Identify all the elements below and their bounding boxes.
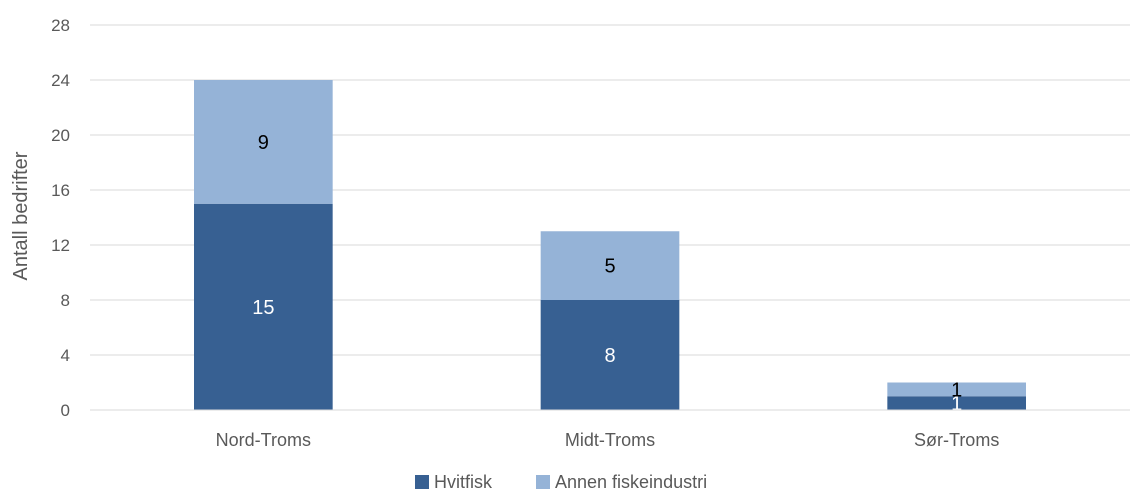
bar-value-label: 1 (951, 393, 962, 415)
bar-segment (540, 231, 680, 300)
bar-value-label: 15 (252, 297, 274, 319)
y-tick-label: 24 (51, 71, 70, 90)
y-tick-label: 8 (61, 291, 70, 310)
bars (194, 80, 1026, 410)
bar-value-label: 5 (604, 256, 615, 278)
legend-swatch (415, 475, 429, 489)
data-labels: 15 9 8 5 11 (252, 132, 962, 415)
legend: Hvitfisk Annen fiskeindustri (415, 472, 707, 492)
y-axis: 0 4 8 12 16 20 24 28 (51, 16, 70, 420)
bar-segment (540, 300, 680, 410)
bar-segment (194, 203, 333, 410)
y-tick-label: 12 (51, 236, 70, 255)
bar-value-label: 8 (604, 345, 615, 367)
y-tick-label: 20 (51, 126, 70, 145)
y-tick-label: 4 (61, 346, 70, 365)
bar-value-label: 9 (258, 132, 269, 154)
y-tick-label: 0 (61, 401, 70, 420)
bar-value-label: 1 (951, 379, 962, 401)
legend-label: Hvitfisk (434, 472, 493, 492)
x-category-label: Sør-Troms (914, 430, 999, 450)
bar-segment (194, 80, 333, 204)
x-axis: Nord-Troms Midt-Troms Sør-Troms (90, 409, 1130, 450)
y-tick-label: 16 (51, 181, 70, 200)
x-category-label: Midt-Troms (565, 430, 655, 450)
bar-segment (887, 396, 1026, 410)
x-category-label: Nord-Troms (216, 430, 311, 450)
legend-swatch (536, 475, 550, 489)
y-axis-title: Antall bedrifter (10, 151, 32, 280)
legend-label: Annen fiskeindustri (555, 472, 707, 492)
bar-segment (887, 382, 1026, 397)
y-tick-label: 28 (51, 16, 70, 35)
